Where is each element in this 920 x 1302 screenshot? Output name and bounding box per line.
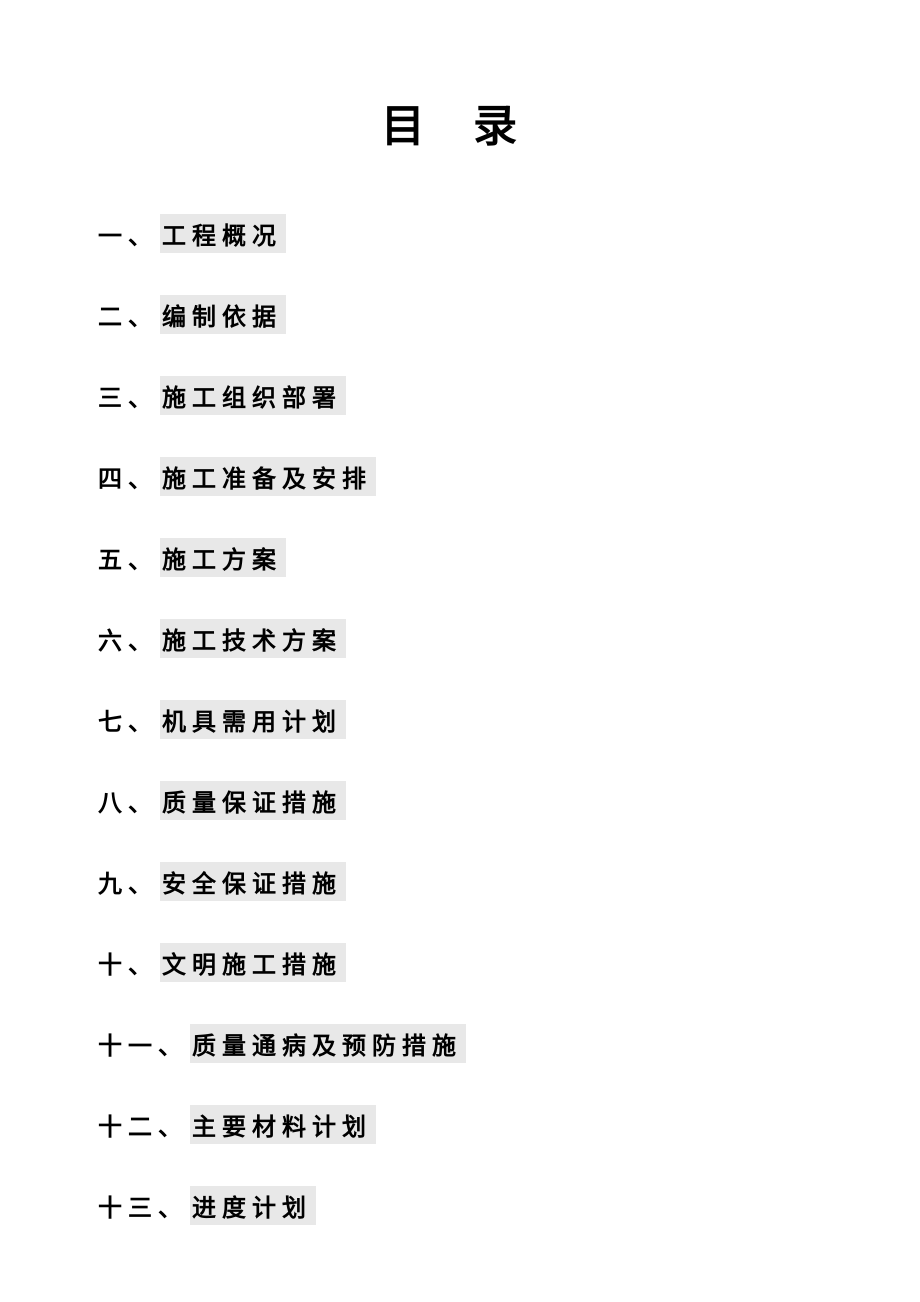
toc-item: 八、 质量保证措施 (98, 781, 920, 820)
toc-item: 十二、 主要材料计划 (98, 1105, 920, 1144)
toc-item: 十三、 进度计划 (98, 1186, 920, 1225)
toc-label: 工程概况 (160, 214, 286, 253)
toc-label: 主要材料计划 (190, 1105, 376, 1144)
toc-label: 编制依据 (160, 295, 286, 334)
toc-number: 十一、 (98, 1026, 188, 1061)
toc-number: 四、 (98, 459, 158, 494)
toc-label: 机具需用计划 (160, 700, 346, 739)
toc-number: 十三、 (98, 1188, 188, 1223)
document-title: 目 录 (98, 90, 818, 154)
toc-item: 四、 施工准备及安排 (98, 457, 920, 496)
toc-label: 安全保证措施 (160, 862, 346, 901)
toc-number: 八、 (98, 783, 158, 818)
toc-item: 三、 施工组织部署 (98, 376, 920, 415)
toc-item: 二、 编制依据 (98, 295, 920, 334)
toc-number: 十二、 (98, 1107, 188, 1142)
toc-item: 九、 安全保证措施 (98, 862, 920, 901)
toc-number: 五、 (98, 540, 158, 575)
toc-number: 十、 (98, 945, 158, 980)
toc-label: 施工方案 (160, 538, 286, 577)
toc-number: 一、 (98, 216, 158, 251)
toc-number: 六、 (98, 621, 158, 656)
toc-item: 十、 文明施工措施 (98, 943, 920, 982)
toc-number: 三、 (98, 378, 158, 413)
toc-number: 七、 (98, 702, 158, 737)
toc-item: 六、 施工技术方案 (98, 619, 920, 658)
toc-item: 五、 施工方案 (98, 538, 920, 577)
toc-label: 施工组织部署 (160, 376, 346, 415)
toc-label: 质量通病及预防措施 (190, 1024, 466, 1063)
toc-number: 九、 (98, 864, 158, 899)
toc-item: 十一、 质量通病及预防措施 (98, 1024, 920, 1063)
toc-label: 质量保证措施 (160, 781, 346, 820)
toc-label: 进度计划 (190, 1186, 316, 1225)
toc-list: 一、 工程概况 二、 编制依据 三、 施工组织部署 四、 施工准备及安排 五、 … (98, 214, 920, 1225)
toc-item: 七、 机具需用计划 (98, 700, 920, 739)
toc-label: 施工技术方案 (160, 619, 346, 658)
toc-number: 二、 (98, 297, 158, 332)
toc-label: 文明施工措施 (160, 943, 346, 982)
toc-item: 一、 工程概况 (98, 214, 920, 253)
toc-label: 施工准备及安排 (160, 457, 376, 496)
